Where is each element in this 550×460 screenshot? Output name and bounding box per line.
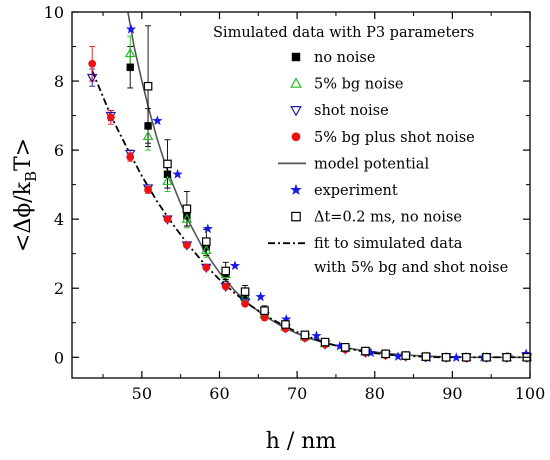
series-t-0-2-ms-no-noise-point [240, 287, 250, 296]
legend-no-noise-label: no noise [314, 50, 375, 66]
series-experiment-point [451, 352, 462, 362]
series-5-bg-plus-shot-noise-point [106, 113, 115, 122]
legend-t-0-2-ms-no-noise-swatch [291, 211, 301, 222]
legend-no-noise-swatch [291, 52, 301, 62]
y-tick-label: 6 [54, 141, 64, 160]
y-tick-label: 4 [54, 210, 64, 229]
series-5-bg-noise-point [124, 47, 136, 58]
series-5-bg-plus-shot-noise-point [260, 313, 269, 322]
series-experiment-point [365, 347, 376, 358]
series-t-0-2-ms-no-noise-point [381, 349, 390, 359]
series-experiment-point [172, 168, 183, 179]
series-no-noise-point [163, 170, 172, 178]
legend-5-bg-plus-shot-noise-label: 5% bg plus shot noise [314, 130, 475, 146]
y-title-part: <Δϕ/k [11, 181, 36, 252]
legend-5-bg-noise-label: 5% bg noise [314, 77, 404, 93]
series-experiment-point [334, 340, 345, 351]
legend-t-0-2-ms-no-noise-label: Δt=0.2 ms, no noise [314, 210, 462, 226]
series-shot-noise-point [86, 73, 98, 84]
series-5-bg-noise-point [181, 213, 193, 223]
series-5-bg-plus-shot-noise-point [144, 185, 152, 194]
series-t-0-2-ms-no-noise-point [201, 237, 211, 246]
series-t-0-2-ms-no-noise-point [482, 352, 491, 362]
curves-layer [91, 12, 530, 359]
series-t-0-2-ms-no-noise-point [462, 352, 471, 362]
series-experiment-point [229, 260, 241, 271]
series-experiment-point [255, 291, 266, 302]
series-5-bg-plus-shot-noise-point [88, 59, 97, 68]
markers-layer [86, 23, 533, 363]
legend-model-potential-label: model potential [314, 156, 429, 172]
y-tick-label: 2 [54, 279, 64, 298]
legend: Simulated data with P3 parameters no noi… [213, 25, 508, 276]
y-axis-title: <Δϕ/kBT> [11, 138, 40, 252]
series-t-0-2-ms-no-noise-point [361, 346, 370, 356]
y-tick-label: 10 [44, 3, 64, 22]
y-title-part: T> [11, 138, 36, 171]
plot-frame [71, 11, 531, 379]
series-no-noise-point [144, 122, 152, 130]
series-t-0-2-ms-no-noise-point [221, 266, 231, 276]
series-t-0-2-ms-no-noise-point [340, 342, 350, 352]
series-experiment-point [311, 330, 322, 341]
x-axis-title: h / nm [266, 429, 337, 454]
series-experiment-point [125, 23, 137, 34]
series-5-bg-noise-point [142, 130, 154, 141]
y-tick-label: 0 [54, 348, 64, 367]
series-5-bg-plus-shot-noise-point [163, 215, 172, 224]
series-fit-to-simulated-data-with-5-bg-and-shot-noise-line [91, 70, 530, 359]
errorbar-layer [89, 25, 289, 331]
series-t-0-2-ms-no-noise-point [163, 159, 172, 169]
legend-5-bg-noise-swatch [290, 77, 302, 88]
y-axis-title-text: <Δϕ/kBT> [11, 138, 40, 252]
series-5-bg-noise-point [162, 175, 173, 185]
legend-title: Simulated data with P3 parameters [213, 25, 474, 41]
series-t-0-2-ms-no-noise-point [441, 352, 451, 362]
series-t-0-2-ms-no-noise-point [260, 306, 269, 315]
axis-ticks: 50 60 70 80 90 100 0 2 4 6 8 10 [44, 3, 546, 403]
series-5-bg-noise-point [201, 244, 212, 254]
legend-fit-to-simulated-data-with-5-bg-and-shot-noise-label: with 5% bg and shot noise [314, 260, 508, 276]
legend-shot-noise-swatch [290, 106, 302, 117]
series-t-0-2-ms-no-noise-point [300, 330, 310, 340]
legend-5-bg-plus-shot-noise-swatch [291, 132, 301, 142]
series-5-bg-plus-shot-noise-point [241, 299, 249, 308]
x-tick-label: 50 [132, 384, 152, 403]
series-t-0-2-ms-no-noise-point [182, 204, 192, 214]
y-tick-label: 8 [54, 72, 64, 91]
x-tick-label: 100 [515, 384, 546, 403]
y-title-subscript: B [22, 171, 40, 182]
x-tick-label: 70 [287, 384, 307, 403]
series-experiment-point [202, 223, 213, 234]
series-experiment-point [392, 351, 404, 361]
legend-experiment-label: experiment [314, 183, 398, 199]
series-5-bg-plus-shot-noise-point [202, 263, 211, 272]
series-5-bg-plus-shot-noise-point [183, 241, 191, 249]
series-t-0-2-ms-no-noise-point [281, 320, 290, 329]
series-t-0-2-ms-no-noise-point [401, 351, 411, 360]
series-t-0-2-ms-no-noise-point [421, 352, 431, 361]
x-tick-label: 90 [442, 384, 462, 403]
legend-shot-noise-label: shot noise [314, 103, 389, 119]
legend-experiment-swatch [290, 183, 302, 195]
series-t-0-2-ms-no-noise-point [320, 337, 330, 347]
series-t-0-2-ms-no-noise-point [502, 352, 512, 362]
series-5-bg-plus-shot-noise-point [221, 282, 230, 291]
series-experiment-point [281, 313, 292, 324]
series-5-bg-plus-shot-noise-point [126, 153, 135, 161]
x-tick-label: 60 [209, 384, 229, 403]
legend-fit-to-simulated-data-with-5-bg-and-shot-noise-label: fit to simulated data [314, 236, 463, 252]
series-no-noise-point [126, 63, 134, 71]
x-tick-label: 80 [365, 384, 385, 403]
series-experiment-point [152, 115, 163, 126]
series-t-0-2-ms-no-noise-point [143, 81, 153, 91]
